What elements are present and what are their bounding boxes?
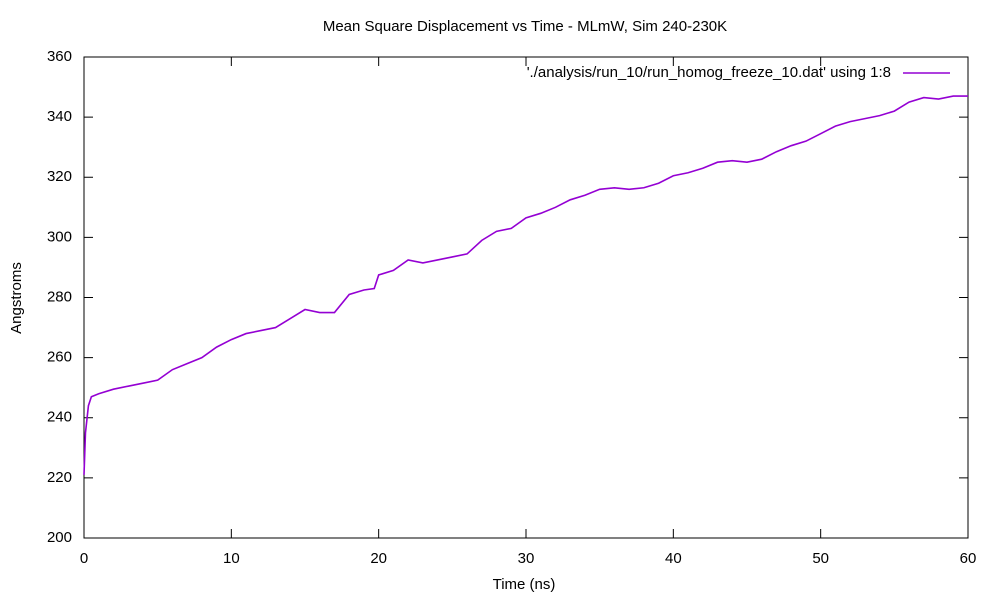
x-tick-label: 60 (960, 550, 977, 567)
y-tick-label: 340 (47, 108, 72, 125)
x-tick-label: 30 (518, 550, 535, 567)
y-tick-label: 300 (47, 228, 72, 245)
y-tick-label: 320 (47, 168, 72, 185)
chart-title: Mean Square Displacement vs Time - MLmW,… (323, 18, 727, 35)
y-tick-label: 220 (47, 469, 72, 486)
y-tick-label: 280 (47, 288, 72, 305)
x-axis-label: Time (ns) (493, 576, 556, 593)
y-tick-label: 240 (47, 409, 72, 426)
x-tick-label: 0 (80, 550, 88, 567)
y-tick-label: 260 (47, 349, 72, 366)
x-tick-label: 10 (223, 550, 240, 567)
y-tick-label: 360 (47, 48, 72, 65)
x-tick-label: 50 (812, 550, 829, 567)
y-tick-label: 200 (47, 529, 72, 546)
x-tick-label: 40 (665, 550, 682, 567)
x-tick-label: 20 (370, 550, 387, 567)
y-axis-label: Angstroms (8, 262, 25, 334)
data-line (83, 95, 968, 475)
legend-label: './analysis/run_10/run_homog_freeze_10.d… (527, 64, 891, 81)
